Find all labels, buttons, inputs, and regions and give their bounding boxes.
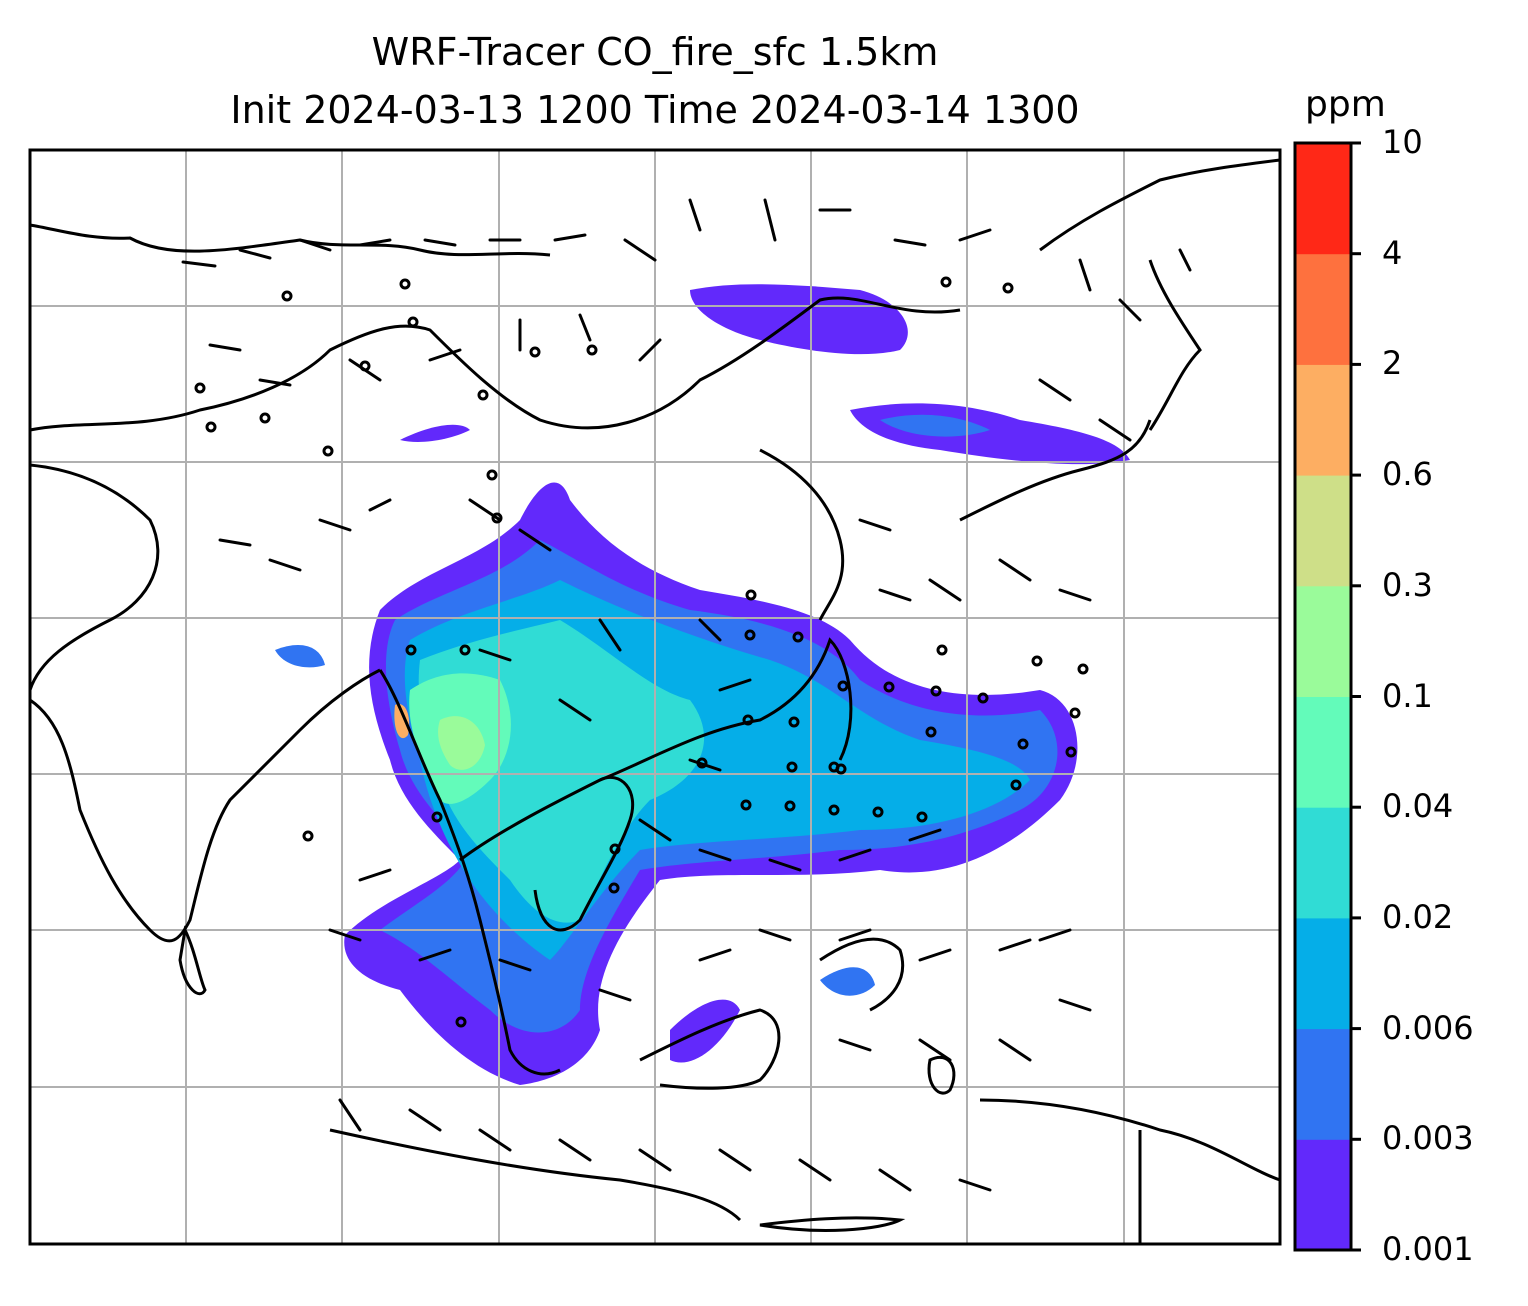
gridlines: [30, 150, 1280, 1244]
colorbar-segment: [1295, 585, 1351, 697]
colorbar-segment: [1295, 1028, 1351, 1140]
coastlines: [28, 158, 1281, 1244]
map-frame: [28, 148, 1282, 1246]
colorbar: [1293, 141, 1361, 1252]
colorbar-segment: [1295, 696, 1351, 808]
colorbar-tick-label: 0.006: [1382, 1008, 1474, 1047]
colorbar-segment: [1295, 364, 1351, 476]
colorbar-tick-label: 0.02: [1382, 897, 1454, 936]
colorbar-tick-label: 0.001: [1382, 1230, 1474, 1268]
colorbar-segment: [1295, 253, 1351, 365]
colorbar-tick-label: 2: [1382, 344, 1403, 383]
colorbar-tick-label: 4: [1382, 233, 1403, 272]
co-tracer-field: [275, 284, 1130, 1086]
colorbar-tick-label: 0.003: [1382, 1119, 1474, 1158]
colorbar-tick-label: 0.6: [1382, 455, 1433, 494]
colorbar-segment: [1295, 807, 1351, 919]
colorbar-segment: [1295, 1139, 1351, 1251]
colorbar-tick-label: 10: [1382, 123, 1423, 161]
calm-markers: [194, 276, 1089, 1028]
colorbar-tick-label: 0.04: [1382, 787, 1454, 826]
map-title-line1: WRF-Tracer CO_fire_sfc 1.5km: [371, 30, 939, 74]
map-title-line2: Init 2024-03-13 1200 Time 2024-03-14 130…: [230, 88, 1080, 132]
colorbar-segment: [1295, 475, 1351, 587]
colorbar-segment: [1295, 143, 1351, 255]
colorbar-unit-label: ppm: [1305, 84, 1386, 125]
colorbar-tick-label: 0.1: [1382, 676, 1433, 715]
wind-barbs: [181, 198, 1192, 1192]
colorbar-tick-label: 0.3: [1382, 565, 1433, 604]
colorbar-segment: [1295, 917, 1351, 1030]
